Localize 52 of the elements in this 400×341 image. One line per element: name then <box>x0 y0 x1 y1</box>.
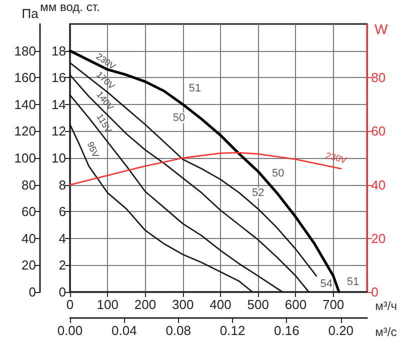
y-tick-label: 2 <box>58 258 66 273</box>
text: 230V <box>94 51 118 72</box>
x2-tick-label: 0.16 <box>274 323 300 338</box>
x2-tick-label: 0.20 <box>328 323 354 338</box>
x-tick-label: 500 <box>247 297 269 312</box>
y3-tick-label: 180 <box>14 43 36 58</box>
y-tick-label: 14 <box>52 96 66 112</box>
y3-tick-label: 40 <box>22 230 36 246</box>
y3-tick-label: 80 <box>22 177 36 192</box>
y-tick-label: 6 <box>58 204 66 220</box>
y3-tick-label: 160 <box>14 70 36 86</box>
annotation: 54 <box>320 278 333 290</box>
y3-tick-label: 60 <box>22 204 36 220</box>
annotation: 50 <box>172 112 186 124</box>
y2-tick-label: 60 <box>371 124 386 139</box>
x-tick-label: 600 <box>284 297 307 312</box>
x-tick-label: 700 <box>322 297 344 312</box>
y3-axis-title: Па <box>22 6 40 21</box>
x2-tick-label: 0.08 <box>166 323 192 338</box>
y-tick-label: 4 <box>58 230 66 246</box>
y3-tick-label: 20 <box>22 258 36 273</box>
x2-axis-title: м³/с <box>375 325 397 339</box>
y2-tick-label: 20 <box>371 230 386 246</box>
y-tick-label: 12 <box>52 124 66 139</box>
text: 230V <box>324 150 348 166</box>
text: 95V <box>85 140 101 159</box>
y-tick-label: 16 <box>52 70 66 86</box>
annotation: 51 <box>188 82 201 94</box>
annotation: 52 <box>252 186 264 199</box>
x2-tick-label: 0.04 <box>112 323 137 338</box>
annotation: 50 <box>272 167 284 180</box>
x-tick-label: 100 <box>96 297 118 312</box>
y2-tick-label: 80 <box>371 70 386 86</box>
x2-tick-label: 0.00 <box>57 323 83 338</box>
y3-tick-label: 140 <box>14 96 36 112</box>
y3-tick-label: 0 <box>28 284 36 300</box>
y-tick-label: 8 <box>58 177 66 192</box>
y-tick-label: 18 <box>52 43 66 58</box>
y2-tick-label: 40 <box>371 177 386 192</box>
y-tick-label: 0 <box>58 284 66 300</box>
y3-tick-label: 100 <box>14 150 36 166</box>
x-tick-label: 400 <box>210 297 232 312</box>
y-tick-label: 10 <box>52 150 66 166</box>
y-axis-title: мм вод. ст. <box>40 0 100 14</box>
x-tick-label: 300 <box>172 297 194 312</box>
x-axis-title: м³/ч <box>375 299 398 313</box>
x-tick-label: 200 <box>134 297 156 312</box>
y2-axis-title: W <box>374 21 389 37</box>
y3-tick-label: 120 <box>14 124 36 139</box>
annotation: 51 <box>346 276 360 288</box>
y2-tick-label: 0 <box>371 284 378 300</box>
x2-tick-label: 0.12 <box>220 323 246 338</box>
